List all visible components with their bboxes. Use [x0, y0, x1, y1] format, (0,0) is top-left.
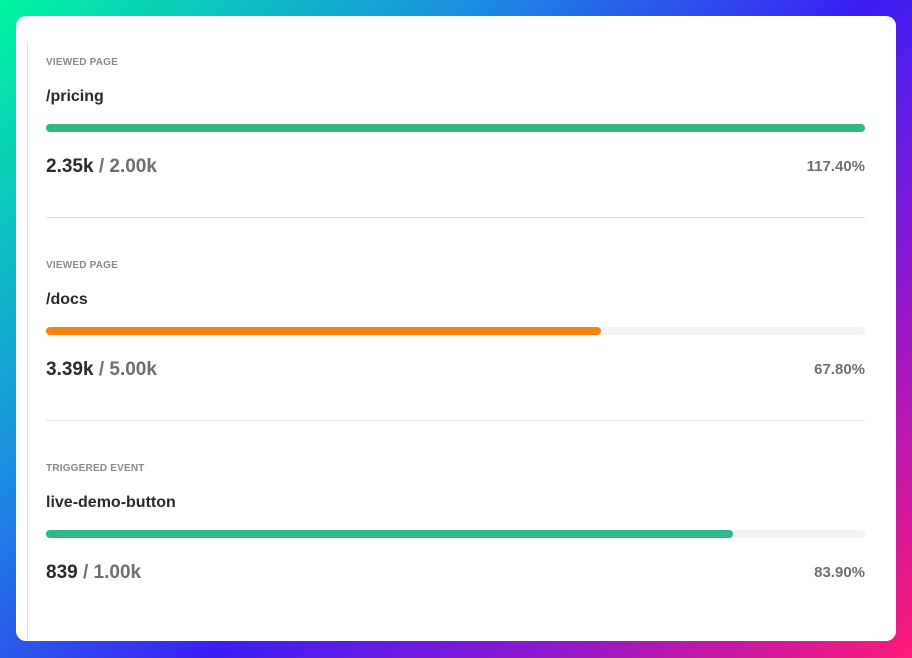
goal-title: live-demo-button — [46, 494, 176, 511]
goal-item: VIEWED PAGE /pricing 2.35k / 2.00k 117.4… — [46, 42, 865, 245]
progress-fill — [46, 327, 602, 335]
goal-percent: 117.40% — [806, 158, 865, 175]
goal-item: VIEWED PAGE /docs 3.39k / 5.00k 67.80% — [46, 245, 865, 448]
current-value: 2.35k — [46, 156, 94, 177]
progress-bar — [46, 327, 865, 335]
goal-percent: 83.90% — [814, 564, 865, 581]
goal-item: TRIGGERED EVENT live-demo-button 839 / 1… — [46, 448, 865, 641]
goals-list: VIEWED PAGE /pricing 2.35k / 2.00k 117.4… — [27, 42, 865, 641]
target-value: 2.00k — [109, 156, 157, 177]
separator: / — [93, 156, 110, 177]
progress-bar — [46, 124, 865, 132]
goal-percent: 67.80% — [814, 361, 865, 378]
separator: / — [93, 359, 110, 380]
current-value: 3.39k — [46, 359, 94, 380]
progress-fill — [46, 530, 734, 538]
goal-type-label: VIEWED PAGE — [46, 260, 119, 271]
divider — [46, 420, 865, 421]
goal-value: 839 / 1.00k — [46, 562, 141, 584]
goal-title: /docs — [46, 291, 88, 308]
goal-type-label: VIEWED PAGE — [46, 57, 119, 68]
separator: / — [77, 562, 94, 583]
progress-bar — [46, 530, 865, 538]
goal-title: /pricing — [46, 88, 104, 105]
goal-value: 2.35k / 2.00k — [46, 156, 157, 178]
goals-card: VIEWED PAGE /pricing 2.35k / 2.00k 117.4… — [16, 16, 896, 641]
goal-type-label: TRIGGERED EVENT — [46, 463, 145, 474]
progress-fill — [46, 124, 865, 132]
target-value: 5.00k — [109, 359, 157, 380]
target-value: 1.00k — [93, 562, 142, 583]
goal-value: 3.39k / 5.00k — [46, 359, 157, 381]
current-value: 839 — [46, 562, 78, 583]
divider — [46, 217, 865, 218]
